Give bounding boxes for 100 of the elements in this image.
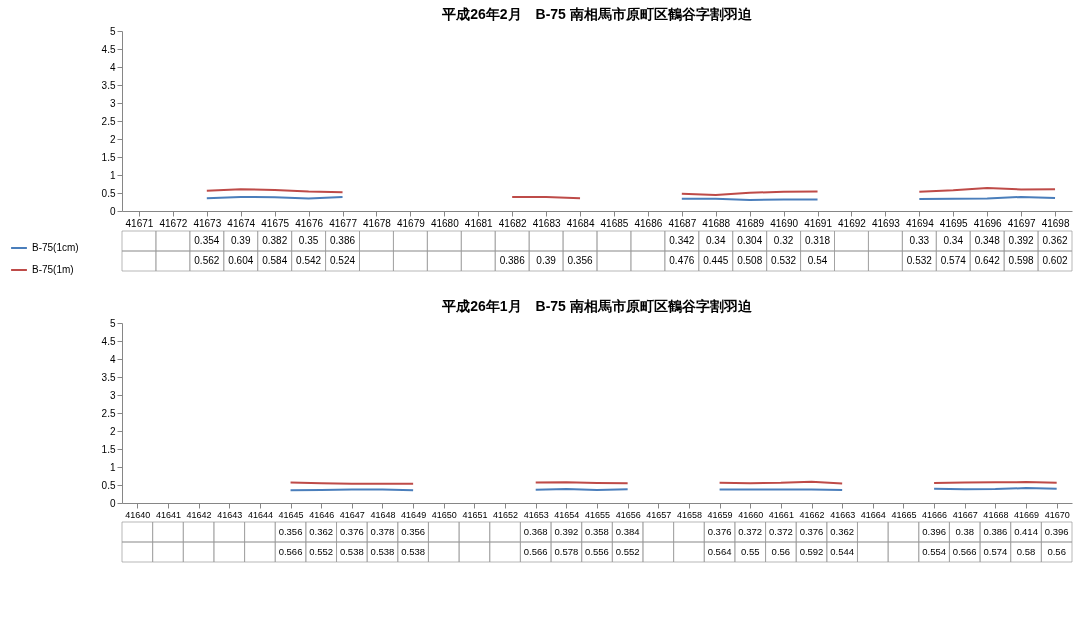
data-label: 0.384 xyxy=(615,526,640,537)
y-tick-label: 4.5 xyxy=(101,43,116,55)
y-tick-label: 4 xyxy=(109,353,116,365)
data-label: 0.356 xyxy=(278,526,303,537)
y-tick-label: 5 xyxy=(109,317,116,329)
y-tick-label: 3 xyxy=(109,97,116,109)
y-tick-label: 1.5 xyxy=(101,151,116,163)
x-tick-label: 41665 xyxy=(891,509,917,520)
x-tick-label: 41663 xyxy=(830,509,856,520)
x-tick-label: 41671 xyxy=(125,217,154,229)
x-tick-label: 41642 xyxy=(186,509,212,520)
data-label: 0.386 xyxy=(983,526,1008,537)
data-label: 0.386 xyxy=(330,235,356,246)
x-tick-label: 41670 xyxy=(1044,509,1070,520)
x-tick-label: 41694 xyxy=(905,217,935,229)
data-label: 0.342 xyxy=(669,235,695,246)
data-label: 0.538 xyxy=(339,546,364,557)
x-tick-label: 41655 xyxy=(584,509,611,520)
data-label: 0.602 xyxy=(1042,255,1068,266)
data-label: 0.574 xyxy=(983,546,1008,557)
x-tick-label: 41695 xyxy=(939,217,969,229)
data-label: 0.372 xyxy=(768,526,793,537)
data-label: 0.376 xyxy=(799,526,824,537)
x-tick-label: 41683 xyxy=(532,217,561,229)
data-label: 0.445 xyxy=(703,255,729,266)
data-label: 0.34 xyxy=(706,235,726,246)
data-label: 0.566 xyxy=(523,546,548,557)
chart-title: 平成26年1月 B-75 南相馬市原町区鶴谷字割羽迫 xyxy=(441,298,753,314)
x-tick-label: 41693 xyxy=(871,217,901,229)
x-tick-label: 41647 xyxy=(339,509,365,520)
data-label: 0.396 xyxy=(1044,526,1069,537)
data-label: 0.592 xyxy=(799,546,824,557)
data-label: 0.584 xyxy=(262,255,288,266)
chart-title: 平成26年2月 B-75 南相馬市原町区鶴谷字割羽迫 xyxy=(441,6,753,22)
data-label: 0.578 xyxy=(554,546,579,557)
x-tick-label: 41668 xyxy=(983,509,1009,520)
x-tick-label: 41657 xyxy=(646,509,672,520)
data-label: 0.354 xyxy=(194,235,220,246)
x-tick-label: 41666 xyxy=(922,509,948,520)
x-tick-label: 41644 xyxy=(247,509,273,520)
data-label: 0.35 xyxy=(298,235,319,246)
data-label: 0.604 xyxy=(228,255,254,266)
data-label: 0.56 xyxy=(1047,546,1066,557)
y-tick-label: 5 xyxy=(109,25,116,37)
y-tick-label: 3 xyxy=(109,389,116,401)
x-tick-label: 41669 xyxy=(1014,509,1040,520)
y-tick-label: 3.5 xyxy=(101,371,116,383)
data-label: 0.54 xyxy=(807,255,828,266)
x-tick-label: 41685 xyxy=(600,217,629,229)
data-label: 0.598 xyxy=(1008,255,1035,266)
x-tick-label: 41645 xyxy=(278,509,304,520)
data-label: 0.56 xyxy=(771,546,791,557)
data-label: 0.348 xyxy=(974,235,1001,246)
x-tick-label: 41661 xyxy=(768,509,794,520)
data-label: 0.476 xyxy=(669,255,695,266)
data-label: 0.358 xyxy=(585,526,609,537)
x-tick-label: 41662 xyxy=(799,509,825,520)
x-tick-label: 41692 xyxy=(838,217,867,229)
data-label: 0.642 xyxy=(974,255,1001,266)
data-label: 0.538 xyxy=(370,546,395,557)
x-tick-label: 41650 xyxy=(431,509,457,520)
legend-label: B-75(1m) xyxy=(32,264,74,275)
x-tick-label: 41675 xyxy=(261,217,290,229)
x-tick-label: 41682 xyxy=(498,217,528,229)
data-label: 0.372 xyxy=(738,526,763,537)
data-label: 0.532 xyxy=(906,255,933,266)
data-label: 0.566 xyxy=(952,546,977,557)
x-tick-label: 41681 xyxy=(464,217,494,229)
data-label: 0.356 xyxy=(401,526,426,537)
x-tick-label: 41653 xyxy=(523,509,549,520)
data-label: 0.392 xyxy=(554,526,579,537)
data-label: 0.552 xyxy=(615,546,640,557)
data-label: 0.55 xyxy=(740,546,760,557)
legend-label: B-75(1cm) xyxy=(32,242,79,253)
data-label: 0.362 xyxy=(309,526,334,537)
x-tick-label: 41649 xyxy=(401,509,427,520)
x-tick-label: 41673 xyxy=(193,217,222,229)
data-label: 0.552 xyxy=(309,546,334,557)
x-tick-label: 41691 xyxy=(804,217,833,229)
data-label: 0.376 xyxy=(339,526,364,537)
y-tick-label: 2 xyxy=(109,425,116,437)
x-tick-label: 41658 xyxy=(676,509,702,520)
y-tick-label: 4 xyxy=(109,61,116,73)
x-tick-label: 41698 xyxy=(1041,217,1070,229)
data-label: 0.368 xyxy=(523,526,548,537)
data-label: 0.524 xyxy=(330,255,356,266)
data-label: 0.33 xyxy=(909,235,930,246)
data-label: 0.532 xyxy=(771,255,797,266)
x-tick-label: 41648 xyxy=(370,509,396,520)
data-label: 0.378 xyxy=(370,526,395,537)
y-tick-label: 4.5 xyxy=(101,335,116,347)
y-tick-label: 1.5 xyxy=(101,443,116,455)
y-tick-label: 0 xyxy=(109,205,116,217)
data-label: 0.414 xyxy=(1014,526,1038,537)
x-tick-label: 41686 xyxy=(634,217,663,229)
data-label: 0.304 xyxy=(737,235,763,246)
y-tick-label: 0.5 xyxy=(101,479,116,491)
data-label: 0.34 xyxy=(943,235,964,246)
x-tick-label: 41676 xyxy=(295,217,324,229)
x-tick-label: 41690 xyxy=(770,217,799,229)
